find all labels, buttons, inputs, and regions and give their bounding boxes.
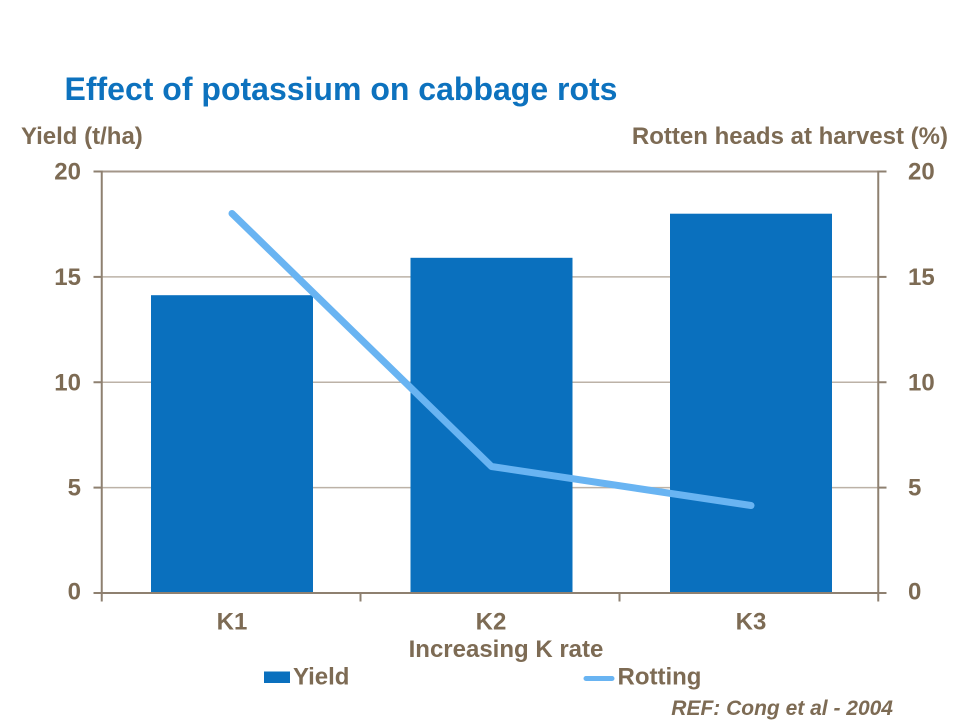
svg-text:10: 10 xyxy=(54,369,81,396)
svg-text:5: 5 xyxy=(68,475,81,502)
svg-text:K1: K1 xyxy=(217,609,248,636)
svg-text:Increasing K rate: Increasing K rate xyxy=(409,636,604,663)
svg-text:K2: K2 xyxy=(476,609,507,636)
svg-text:Effect of potassium on cabbage: Effect of potassium on cabbage rots xyxy=(65,71,618,107)
svg-text:15: 15 xyxy=(908,264,935,291)
svg-text:15: 15 xyxy=(54,264,81,291)
svg-text:20: 20 xyxy=(54,159,81,186)
svg-text:0: 0 xyxy=(68,579,81,606)
svg-text:0: 0 xyxy=(908,579,921,606)
svg-text:20: 20 xyxy=(908,159,935,186)
svg-text:Yield (t/ha): Yield (t/ha) xyxy=(21,123,143,150)
svg-text:10: 10 xyxy=(908,369,935,396)
svg-text:Rotting: Rotting xyxy=(618,664,702,691)
svg-text:Rotten heads at harvest (%): Rotten heads at harvest (%) xyxy=(632,123,948,150)
svg-text:Yield: Yield xyxy=(293,664,349,691)
svg-text:K3: K3 xyxy=(736,609,767,636)
svg-text:5: 5 xyxy=(908,475,921,502)
svg-text:REF: Cong et al - 2004: REF: Cong et al - 2004 xyxy=(671,697,893,720)
